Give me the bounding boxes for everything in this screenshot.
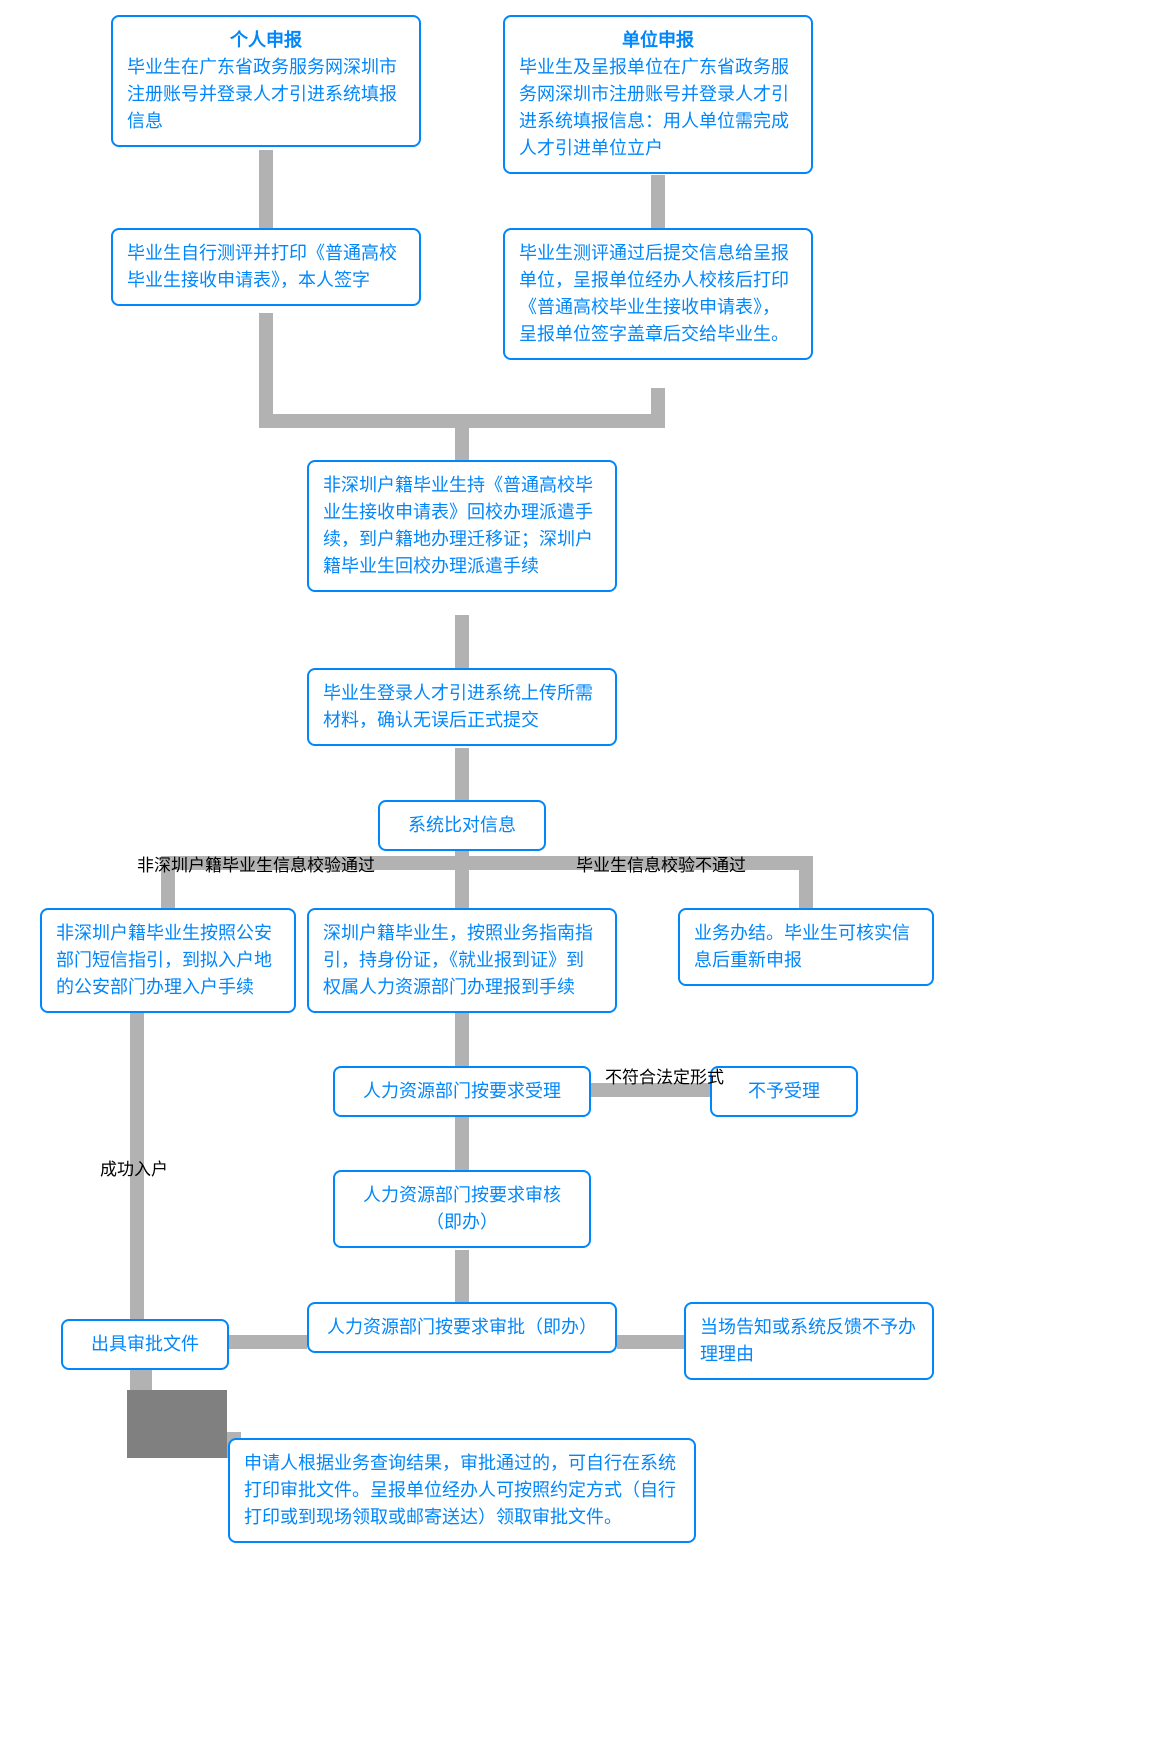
- node-dispatch: 非深圳户籍毕业生持《普通高校毕业生接收申请表》回校办理派遣手续，到户籍地办理迁移…: [307, 460, 617, 592]
- node-text: 毕业生在广东省政务服务网深圳市注册账号并登录人才引进系统填报信息: [127, 57, 397, 131]
- node-get-doc: 申请人根据业务查询结果，审批通过的，可自行在系统打印审批文件。呈报单位经办人可按…: [228, 1438, 696, 1543]
- node-title: 个人申报: [127, 27, 405, 54]
- edge-n3-down: [259, 313, 273, 428]
- edge-n14-n15: [229, 1335, 307, 1349]
- edge-n9-n11: [455, 1013, 469, 1066]
- node-upload: 毕业生登录人才引进系统上传所需材料，确认无误后正式提交: [307, 668, 617, 746]
- node-hr-accept: 人力资源部门按要求受理: [333, 1066, 591, 1117]
- node-text: 申请人根据业务查询结果，审批通过的，可自行在系统打印审批文件。呈报单位经办人可按…: [244, 1453, 676, 1527]
- node-text: 人力资源部门按要求审批（即办）: [327, 1317, 597, 1337]
- label-not-conform: 不符合法定形式: [605, 1068, 724, 1088]
- node-text: 毕业生测评通过后提交信息给呈报单位，呈报单位经办人校核后打印《普通高校毕业生接收…: [519, 243, 789, 344]
- node-text: 当场告知或系统反馈不予办理理由: [700, 1317, 916, 1364]
- node-title: 单位申报: [519, 27, 797, 54]
- node-text: 业务办结。毕业生可核实信息后重新申报: [694, 923, 910, 970]
- node-not-accept: 不予受理: [710, 1066, 858, 1117]
- node-self-eval: 毕业生自行测评并打印《普通高校毕业生接收申请表》，本人签字: [111, 228, 421, 306]
- edge-n11-n13: [455, 1115, 469, 1170]
- node-text: 系统比对信息: [408, 815, 516, 835]
- edge-n5-n6: [455, 615, 469, 668]
- node-nonsz-police: 非深圳户籍毕业生按照公安部门短信指引，到拟入户地的公安部门办理入户手续: [40, 908, 296, 1013]
- edge-n13-n14: [455, 1250, 469, 1302]
- node-text: 毕业生及呈报单位在广东省政务服务网深圳市注册账号并登录人才引进系统填报信息：用人…: [519, 57, 789, 158]
- node-hr-review: 人力资源部门按要求审核（即办）: [333, 1170, 591, 1248]
- node-text: 人力资源部门按要求审核（即办）: [363, 1185, 561, 1232]
- label-fail: 毕业生信息校验不通过: [576, 851, 746, 876]
- label-success-in: 成功入户: [100, 1155, 168, 1180]
- node-text: 毕业生自行测评并打印《普通高校毕业生接收申请表》，本人签字: [127, 243, 397, 290]
- node-unit-apply: 单位申报 毕业生及呈报单位在广东省政务服务网深圳市注册账号并登录人才引进系统填报…: [503, 15, 813, 174]
- node-reject-reason: 当场告知或系统反馈不予办理理由: [684, 1302, 934, 1380]
- edge-n1-n3: [259, 150, 273, 228]
- edge-to-n10: [799, 870, 813, 908]
- edge-merge-n5: [455, 428, 469, 460]
- node-text: 人力资源部门按要求受理: [363, 1081, 561, 1101]
- node-sz-report: 深圳户籍毕业生，按照业务指南指引，持身份证，《就业报到证》到权属人力资源部门办理…: [307, 908, 617, 1013]
- edge-to-n9: [455, 870, 469, 908]
- label-nonsz-pass: 非深圳户籍毕业生信息校验通过: [137, 851, 375, 876]
- node-sys-compare: 系统比对信息: [378, 800, 546, 851]
- node-text: 毕业生登录人才引进系统上传所需材料，确认无误后正式提交: [323, 683, 593, 730]
- node-hr-approve: 人力资源部门按要求审批（即办）: [307, 1302, 617, 1353]
- node-end-reapply: 业务办结。毕业生可核实信息后重新申报: [678, 908, 934, 986]
- node-unit-eval: 毕业生测评通过后提交信息给呈报单位，呈报单位经办人校核后打印《普通高校毕业生接收…: [503, 228, 813, 360]
- node-issue-doc: 出具审批文件: [61, 1319, 229, 1370]
- edge-merge-h: [259, 414, 665, 428]
- node-text: 不予受理: [748, 1081, 820, 1101]
- edge-n6-n7: [455, 748, 469, 800]
- edge-bottom-box: [127, 1390, 227, 1458]
- node-text: 非深圳户籍毕业生按照公安部门短信指引，到拟入户地的公安部门办理入户手续: [56, 923, 272, 997]
- node-text: 非深圳户籍毕业生持《普通高校毕业生接收申请表》回校办理派遣手续，到户籍地办理迁移…: [323, 475, 593, 576]
- edge-n14-n16: [617, 1335, 684, 1349]
- node-text: 深圳户籍毕业生，按照业务指南指引，持身份证，《就业报到证》到权属人力资源部门办理…: [323, 923, 593, 997]
- node-text: 出具审批文件: [91, 1334, 199, 1354]
- edge-n2-n4: [651, 175, 665, 228]
- node-personal-apply: 个人申报 毕业生在广东省政务服务网深圳市注册账号并登录人才引进系统填报信息: [111, 15, 421, 147]
